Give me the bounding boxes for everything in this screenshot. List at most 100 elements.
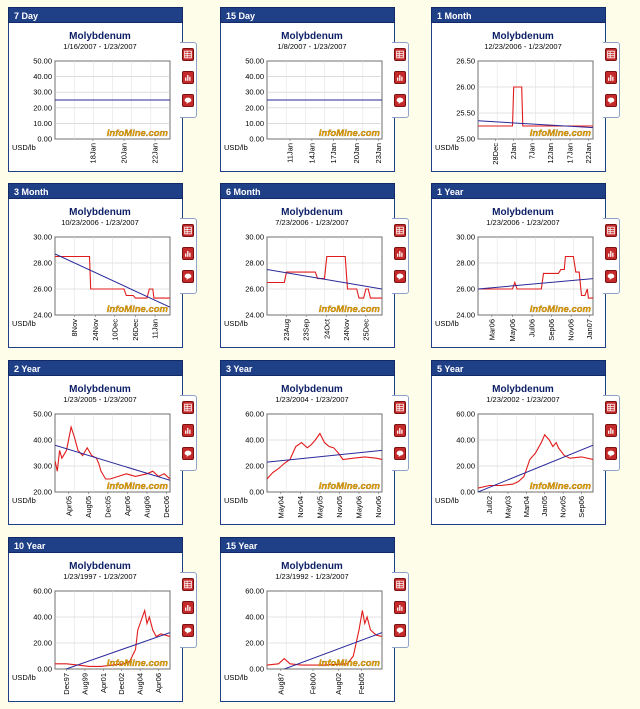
comment-button[interactable] bbox=[605, 447, 617, 460]
bar-chart-button[interactable] bbox=[182, 601, 194, 614]
comment-button[interactable] bbox=[394, 624, 406, 637]
x-tick-label: Feb00 bbox=[309, 673, 318, 694]
y-tick-label: 10.00 bbox=[33, 119, 52, 128]
table-button[interactable] bbox=[182, 401, 194, 414]
panel-header: 7 Day bbox=[8, 7, 183, 23]
bar-chart-button[interactable] bbox=[182, 424, 194, 437]
y-tick-label: 30.00 bbox=[33, 233, 52, 242]
y-tick-label: 0.00 bbox=[37, 135, 52, 144]
x-tick-label: Jul02 bbox=[485, 496, 494, 514]
x-tick-label: Jan05 bbox=[540, 496, 549, 516]
table-button[interactable] bbox=[394, 224, 406, 237]
x-tick-label: May03 bbox=[503, 496, 512, 519]
x-tick-label: Dec05 bbox=[103, 496, 112, 518]
y-axis-label: USD/lb bbox=[12, 319, 36, 328]
table-button[interactable] bbox=[394, 48, 406, 61]
table-button[interactable] bbox=[605, 401, 617, 414]
chart-title: Molybdenum bbox=[492, 31, 554, 42]
infomine-watermark: InfoMine.com bbox=[319, 304, 381, 315]
bar-chart-icon bbox=[185, 428, 191, 434]
x-tick-label: 11Jan bbox=[286, 143, 295, 163]
comment-icon bbox=[184, 273, 192, 281]
table-button[interactable] bbox=[182, 578, 194, 591]
comment-icon bbox=[396, 450, 404, 458]
y-tick-label: 40.00 bbox=[33, 72, 52, 81]
y-tick-label: 40.00 bbox=[245, 613, 264, 622]
x-tick-label: 8Nov bbox=[70, 319, 79, 337]
comment-button[interactable] bbox=[394, 94, 406, 107]
y-tick-label: 24.00 bbox=[33, 311, 52, 320]
panel-tools bbox=[392, 42, 409, 118]
bar-chart-button[interactable] bbox=[394, 247, 406, 260]
bar-chart-button[interactable] bbox=[605, 247, 617, 260]
comment-button[interactable] bbox=[182, 447, 194, 460]
infomine-watermark: InfoMine.com bbox=[530, 481, 592, 492]
price-series-line bbox=[55, 255, 170, 299]
x-tick-label: Sep06 bbox=[547, 319, 556, 341]
x-tick-label: May05 bbox=[315, 496, 324, 519]
bar-chart-button[interactable] bbox=[182, 71, 194, 84]
comment-button[interactable] bbox=[605, 270, 617, 283]
chart-panel: 10 Year Molybdenum 1/23/1997 - 1/23/2007 60… bbox=[8, 537, 197, 702]
y-tick-label: 28.00 bbox=[456, 259, 475, 268]
y-tick-label: 26.00 bbox=[456, 83, 475, 92]
chart-date-range: 1/23/2002 - 1/23/2007 bbox=[486, 395, 559, 404]
y-axis-label: USD/lb bbox=[12, 673, 36, 682]
x-tick-label: Sep06 bbox=[577, 496, 586, 518]
comment-button[interactable] bbox=[394, 270, 406, 283]
x-tick-label: Nov05 bbox=[559, 496, 568, 518]
comment-button[interactable] bbox=[182, 270, 194, 283]
comment-button[interactable] bbox=[182, 624, 194, 637]
x-tick-label: Aug87 bbox=[276, 673, 285, 695]
chart-date-range: 1/23/1997 - 1/23/2007 bbox=[63, 572, 136, 581]
bar-chart-icon bbox=[397, 605, 403, 611]
table-icon bbox=[184, 403, 192, 412]
chart-panel: 15 Day Molybdenum 1/8/2007 - 1/23/2007 50.0… bbox=[220, 7, 409, 172]
y-tick-label: 20.00 bbox=[245, 103, 264, 112]
comment-icon bbox=[396, 97, 404, 105]
table-button[interactable] bbox=[182, 48, 194, 61]
panel-header: 15 Year bbox=[220, 537, 395, 553]
chart-panel: 15 Year Molybdenum 1/23/1992 - 1/23/2007 60… bbox=[220, 537, 409, 702]
bar-chart-button[interactable] bbox=[394, 601, 406, 614]
table-button[interactable] bbox=[394, 578, 406, 591]
chart-panel: 6 Month Molybdenum 7/23/2006 - 1/23/2007 30… bbox=[220, 183, 409, 348]
bar-chart-icon bbox=[397, 428, 403, 434]
bar-chart-icon bbox=[608, 75, 614, 81]
bar-chart-button[interactable] bbox=[605, 424, 617, 437]
bar-chart-button[interactable] bbox=[394, 424, 406, 437]
panel-tools bbox=[180, 572, 197, 648]
comment-button[interactable] bbox=[182, 94, 194, 107]
table-button[interactable] bbox=[605, 48, 617, 61]
table-button[interactable] bbox=[182, 224, 194, 237]
chart-title: Molybdenum bbox=[492, 207, 554, 218]
x-tick-label: 18Jan bbox=[88, 143, 97, 163]
comment-icon bbox=[184, 627, 192, 635]
bar-chart-button[interactable] bbox=[605, 71, 617, 84]
chart-title: Molybdenum bbox=[281, 31, 343, 42]
bar-chart-button[interactable] bbox=[394, 71, 406, 84]
table-button[interactable] bbox=[394, 401, 406, 414]
x-tick-label: 23Sep bbox=[302, 319, 311, 341]
comment-button[interactable] bbox=[394, 447, 406, 460]
x-tick-label: 12Jan bbox=[546, 143, 555, 163]
chart-title: Molybdenum bbox=[281, 207, 343, 218]
bar-chart-button[interactable] bbox=[182, 247, 194, 260]
table-button[interactable] bbox=[605, 224, 617, 237]
x-tick-label: Nov06 bbox=[374, 496, 383, 518]
chart-title: Molybdenum bbox=[492, 384, 554, 395]
comment-icon bbox=[184, 97, 192, 105]
trend-line bbox=[55, 253, 170, 308]
y-tick-label: 50.00 bbox=[33, 410, 52, 419]
infomine-watermark: InfoMine.com bbox=[319, 128, 381, 139]
x-tick-label: 10Dec bbox=[110, 319, 119, 341]
comment-button[interactable] bbox=[605, 94, 617, 107]
y-tick-label: 40.00 bbox=[456, 436, 475, 445]
x-tick-label: Dec02 bbox=[117, 673, 126, 695]
infomine-watermark: InfoMine.com bbox=[107, 128, 169, 139]
